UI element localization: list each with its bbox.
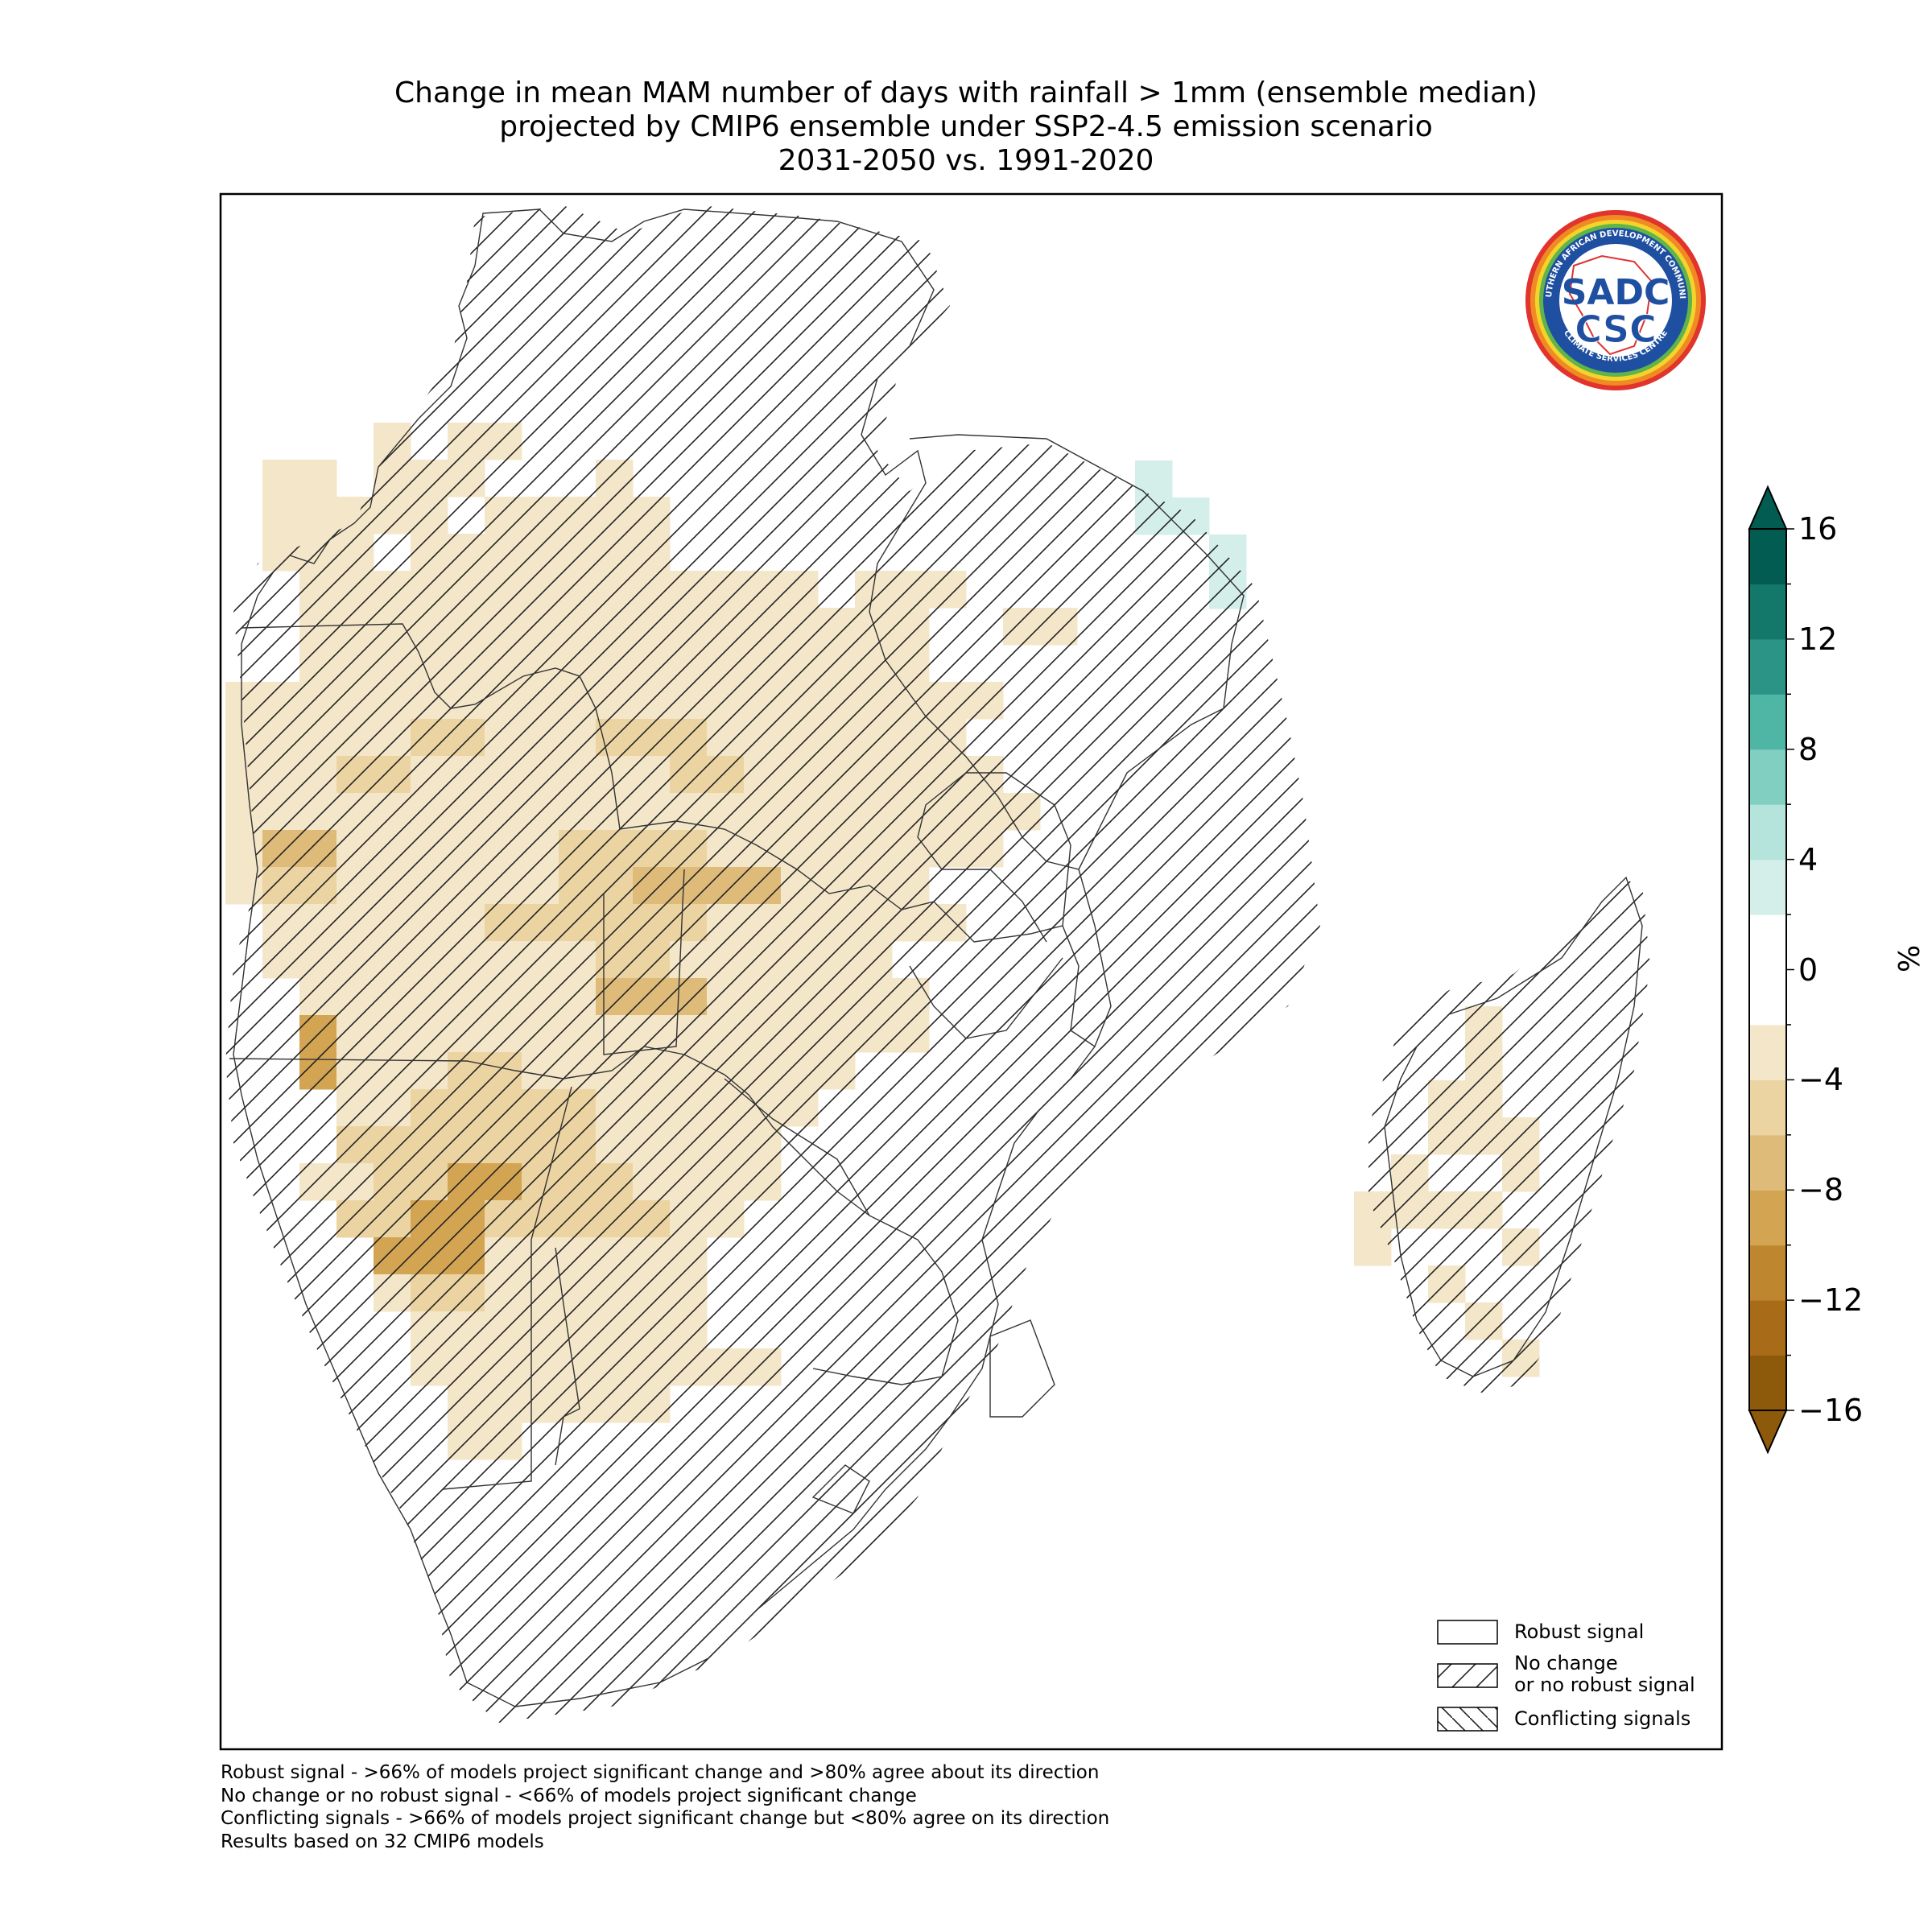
colorbar-segment — [1749, 1190, 1786, 1246]
colorbar-extend-bottom — [1748, 1410, 1788, 1455]
change-cell — [522, 126, 559, 164]
colorbar-extend-top — [1748, 485, 1788, 530]
colorbar-tick-label: 12 — [1798, 621, 1838, 657]
colorbar-tick-label: 16 — [1798, 511, 1838, 547]
colorbar-segment — [1749, 694, 1786, 750]
colorbar-segment — [1749, 638, 1786, 695]
colorbar-segment — [1749, 1355, 1786, 1411]
coastlines-and-borders — [229, 208, 1643, 1707]
title-line-3: 2031-2050 vs. 1991-2020 — [778, 144, 1154, 177]
legend-box-no-change — [1437, 1663, 1498, 1688]
colorbar — [1748, 485, 1794, 1455]
legend-label-robust: Robust signal — [1514, 1620, 1645, 1643]
colorbar-unit: % — [1893, 944, 1926, 972]
legend-label-no-change-1: No change — [1514, 1652, 1618, 1674]
legend-box-robust — [1437, 1620, 1498, 1645]
colorbar-segment — [1749, 584, 1786, 640]
map-axes-frame — [219, 192, 1724, 1751]
colorbar-segment — [1749, 529, 1786, 584]
footnote-robust: Robust signal - >66% of models project s… — [221, 1762, 1100, 1783]
colorbar-tick-label: 4 — [1798, 841, 1818, 877]
legend-box-conflicting — [1437, 1707, 1498, 1732]
hatch-legend — [1437, 1620, 1498, 1732]
map-title: Change in mean MAM number of days with r… — [0, 76, 1932, 178]
legend-label-no-change-2: or no robust signal — [1514, 1674, 1695, 1696]
colorbar-segment — [1749, 749, 1786, 805]
title-line-1: Change in mean MAM number of days with r… — [394, 76, 1538, 109]
colorbar-tick-label: −8 — [1798, 1172, 1844, 1208]
svg-text:SADC: SADC — [1562, 272, 1670, 313]
colorbar-segment — [1749, 1024, 1786, 1080]
change-cell — [262, 497, 300, 535]
colorbar-segment — [1749, 914, 1786, 970]
colorbar-segment — [1749, 1080, 1786, 1136]
hatching-no-robust-signal — [225, 205, 1650, 1723]
change-cell — [299, 497, 337, 535]
colorbar-segment — [1749, 969, 1786, 1026]
colorbar-tick-label: 0 — [1798, 952, 1818, 988]
footnotes: Robust signal - >66% of models project s… — [221, 1761, 1109, 1853]
change-cell — [262, 460, 300, 497]
footnote-conflicting: Conflicting signals - >66% of models pro… — [221, 1808, 1110, 1829]
footnote-models: Results based on 32 CMIP6 models — [221, 1831, 544, 1852]
colorbar-tick-label: −16 — [1798, 1393, 1864, 1428]
colorbar-tick-label: −4 — [1798, 1062, 1844, 1098]
legend-label-conflicting: Conflicting signals — [1514, 1707, 1691, 1730]
colorbar-segment — [1749, 1134, 1786, 1191]
svg-text:CSC: CSC — [1575, 308, 1657, 351]
colorbar-segment — [1749, 1300, 1786, 1356]
footnote-no-change: No change or no robust signal - <66% of … — [221, 1785, 917, 1806]
colorbar-tick-label: −12 — [1798, 1282, 1864, 1319]
colorbar-segment — [1749, 1245, 1786, 1301]
colorbar-segment — [1749, 804, 1786, 861]
change-cell — [299, 460, 337, 497]
colorbar-segment — [1749, 859, 1786, 915]
colorbar-tick-label: 8 — [1798, 731, 1818, 767]
title-line-2: projected by CMIP6 ensemble under SSP2-4… — [499, 110, 1433, 143]
